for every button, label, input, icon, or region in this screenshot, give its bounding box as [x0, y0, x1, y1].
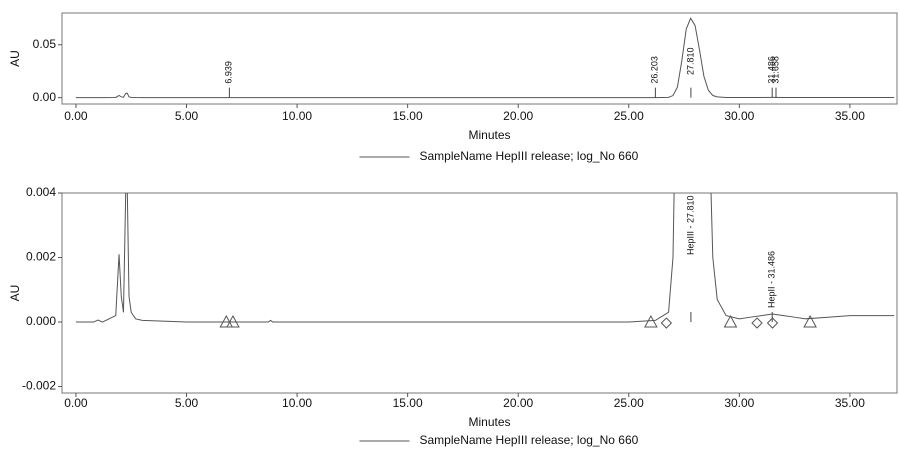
plot-area: [75, 17, 895, 99]
peak-label: HepII - 31.486: [767, 251, 777, 308]
peak-label: 26.203: [650, 56, 660, 84]
peak-label: 31.486: [767, 56, 777, 84]
x-tick-label: 30.00: [724, 109, 754, 123]
trace: [75, 17, 895, 99]
y-tick-label: 0.004: [26, 185, 56, 199]
y-tick-label: 0.05: [33, 37, 57, 51]
plot-area: [75, 193, 895, 329]
legend-label: SampleName HepIII release; log_No 660: [420, 433, 639, 447]
y-tick-label: 0.000: [26, 314, 56, 328]
x-tick-label: 0.00: [64, 109, 88, 123]
peak-label: 6.939: [224, 61, 234, 84]
diamond-marker: [766, 317, 779, 329]
y-tick-label: 0.002: [26, 250, 56, 264]
x-tick-label: 15.00: [393, 396, 423, 410]
diamond-marker: [660, 317, 673, 329]
plot-frame: [61, 192, 898, 394]
trace: [75, 193, 895, 323]
y-tick-label: -0.002: [22, 379, 56, 393]
x-tick-label: 35.00: [835, 396, 865, 410]
x-tick-label: 0.00: [64, 396, 88, 410]
triangle-marker: [219, 314, 234, 328]
x-tick-label: 5.00: [175, 396, 199, 410]
triangle-marker: [803, 314, 817, 328]
x-tick-label: 5.00: [175, 109, 199, 123]
x-tick-label: 10.00: [282, 396, 312, 410]
triangle-marker: [226, 314, 240, 328]
x-axis-label: Minutes: [468, 415, 510, 429]
peak-label: 31.658: [770, 56, 780, 84]
y-tick-label: 0.00: [33, 90, 57, 104]
x-tick-label: 15.00: [393, 109, 423, 123]
x-tick-label: 10.00: [282, 109, 312, 123]
x-tick-label: 25.00: [614, 109, 644, 123]
x-tick-label: 20.00: [503, 109, 533, 123]
x-axis-label: Minutes: [468, 128, 510, 142]
peak-label: 27.810: [685, 47, 695, 75]
peak-label: HepIII - 27.810: [685, 195, 695, 255]
diamond-marker: [751, 317, 763, 329]
y-axis-label: AU: [8, 285, 22, 302]
x-tick-label: 20.00: [503, 396, 533, 410]
x-tick-label: 35.00: [835, 109, 865, 123]
triangle-marker: [723, 314, 738, 328]
plot-frame: [61, 12, 898, 105]
x-tick-label: 30.00: [724, 396, 754, 410]
legend-label: SampleName HepIII release; log_No 660: [420, 149, 639, 163]
y-axis-label: AU: [8, 50, 22, 67]
triangle-marker: [644, 314, 658, 328]
x-tick-label: 25.00: [614, 396, 644, 410]
